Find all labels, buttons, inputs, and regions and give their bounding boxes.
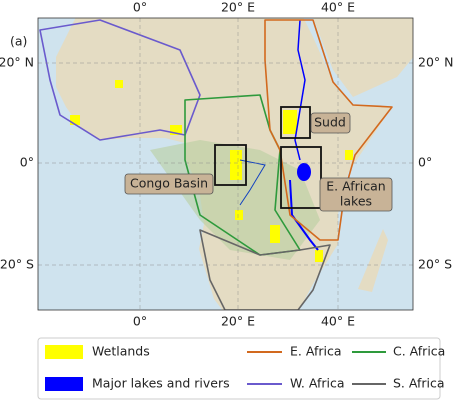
x-tick-label: 20° E [221,0,255,15]
y-tick-label: 0° [20,155,34,170]
y-tick-label: 20° N [418,55,453,70]
arabia [313,18,413,97]
lakes-label-bg [319,177,393,212]
y-tick-label: 20° N [0,55,34,70]
legend: Wetlands Major lakes and rivers E. Afric… [37,337,445,400]
x-tick-label: 0° [133,0,147,15]
legend-label: E. Africa [290,344,342,359]
x-tick-label: 40° E [321,314,355,329]
x-tick-label: 20° E [221,314,255,329]
y-tick-label: 20° S [418,257,452,272]
legend-frame [37,337,441,400]
sudd-label: Sudd [314,115,346,130]
lakes-label: E. African [326,179,385,194]
sudd-label-bg [310,112,351,134]
map [38,18,413,310]
map-frame [37,17,414,311]
legend-swatch [45,377,83,391]
x-tick-label: 0° [133,314,147,329]
legend-label: Major lakes and rivers [92,376,230,391]
legend-label: Wetlands [92,344,150,359]
sudd-box [280,106,311,139]
legend-swatch [45,345,83,359]
congo-box [214,144,247,186]
x-tick-label: 40° E [321,0,355,15]
southern-africa-outline [199,229,331,310]
lakes-rivers [239,19,319,251]
congo-label-bg [124,173,214,195]
legend-label: W. Africa [290,376,345,391]
panel-label: (a) [10,34,27,49]
y-tick-label: 20° S [0,257,34,272]
east-africa-outline [264,19,393,241]
madagascar [358,229,388,292]
wetlands [70,80,353,262]
legend-label: S. Africa [393,376,445,391]
congo-label: Congo Basin [130,176,208,191]
y-tick-label: 0° [418,155,432,170]
lakes-label: lakes [340,194,372,209]
legend-label: C. Africa [393,344,445,359]
lakes-box [280,146,322,209]
